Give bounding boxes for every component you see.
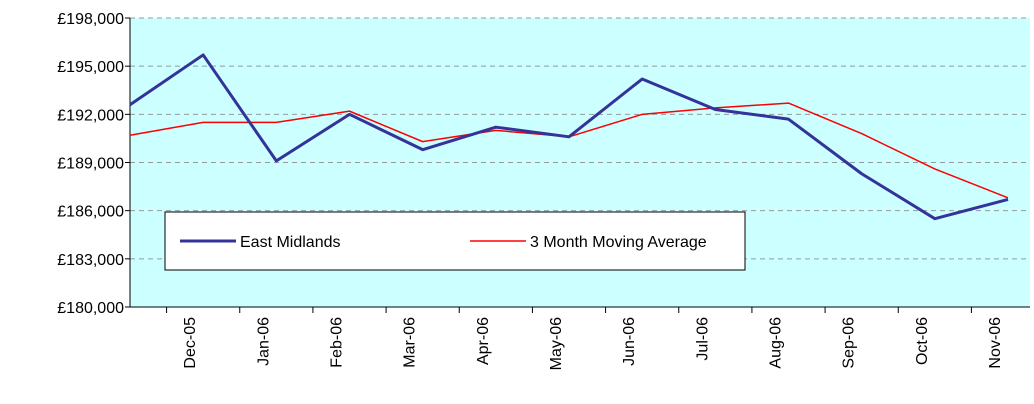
legend-box xyxy=(164,211,746,271)
x-tick-label: May-06 xyxy=(548,317,565,370)
y-tick-label: £183,000 xyxy=(57,252,124,269)
x-tick-label: Aug-06 xyxy=(768,317,785,369)
x-tick-label: Nov-06 xyxy=(987,317,1004,369)
y-tick-label: £186,000 xyxy=(57,204,124,221)
y-tick-label: £180,000 xyxy=(57,300,124,317)
x-tick-label: Jan-06 xyxy=(255,317,272,366)
y-tick-label: £189,000 xyxy=(57,156,124,173)
x-tick-label: Jul-06 xyxy=(694,317,711,361)
x-tick-label: Jun-06 xyxy=(621,317,638,366)
x-tick-label: Sep-06 xyxy=(841,317,858,369)
x-tick-label: Oct-06 xyxy=(914,317,931,365)
legend-label: East Midlands xyxy=(240,234,341,251)
x-tick-label: Feb-06 xyxy=(329,317,346,368)
series-line xyxy=(129,53,1009,221)
x-tick-label: Dec-05 xyxy=(182,317,199,369)
x-tick-label: Apr-06 xyxy=(475,317,492,365)
x-tick-label: Mar-06 xyxy=(402,317,419,368)
y-tick-label: £195,000 xyxy=(57,59,124,76)
y-tick-label: £198,000 xyxy=(57,11,124,28)
legend-label: 3 Month Moving Average xyxy=(530,234,707,251)
y-tick-label: £192,000 xyxy=(57,107,124,124)
